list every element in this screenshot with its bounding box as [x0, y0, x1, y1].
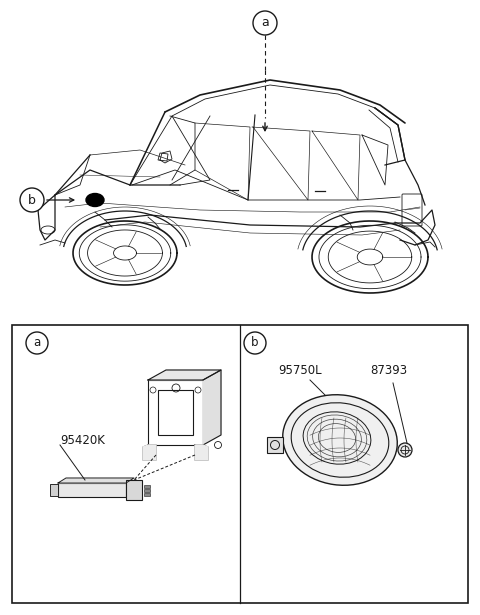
Polygon shape [58, 478, 134, 483]
Circle shape [253, 11, 277, 35]
Text: a: a [34, 336, 41, 349]
Polygon shape [203, 370, 221, 445]
Bar [158, 390, 193, 435]
Text: b: b [251, 336, 259, 349]
Polygon shape [148, 370, 221, 380]
Ellipse shape [86, 194, 104, 207]
Text: 95420K: 95420K [60, 434, 105, 446]
Polygon shape [195, 445, 208, 460]
Circle shape [20, 188, 44, 212]
Bar [126, 480, 142, 500]
Circle shape [26, 332, 48, 354]
Bar [148, 380, 203, 445]
Polygon shape [143, 445, 156, 460]
Circle shape [398, 443, 412, 457]
Bar [144, 489, 150, 492]
Text: 95750L: 95750L [278, 363, 322, 376]
Bar [58, 483, 126, 497]
Ellipse shape [283, 395, 397, 485]
Bar [50, 484, 58, 496]
Bar [144, 485, 150, 488]
Circle shape [244, 332, 266, 354]
Text: a: a [261, 17, 269, 30]
Bar [144, 493, 150, 496]
Bar [267, 437, 283, 453]
Text: b: b [28, 194, 36, 207]
Text: 87393: 87393 [370, 363, 407, 376]
